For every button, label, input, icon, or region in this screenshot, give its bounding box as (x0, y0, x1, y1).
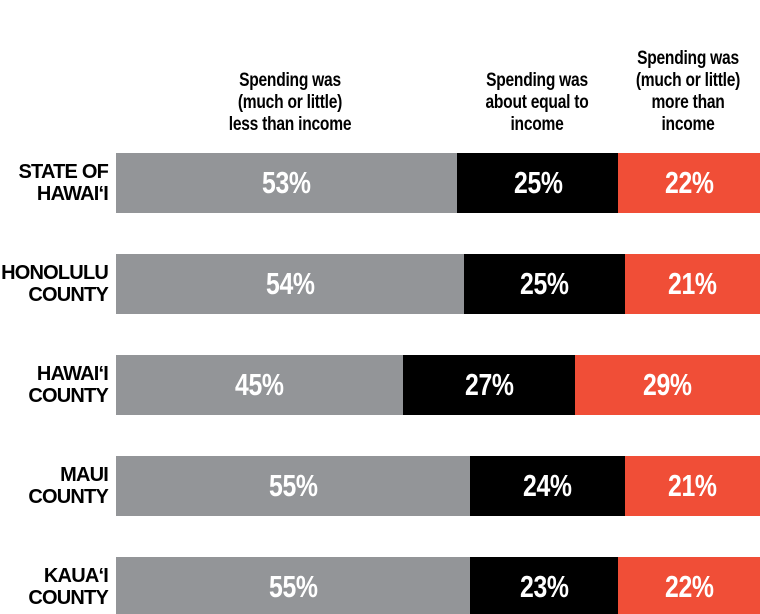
bar-row: 54% 25% 21% (116, 254, 760, 314)
value-label: 27% (464, 367, 514, 402)
category-label: STATE OF HAWAI‘I (18, 161, 108, 205)
value-label: 54% (265, 266, 315, 301)
value-label: 24% (523, 468, 572, 503)
bar-row: 55% 24% 21% (116, 456, 760, 516)
category-label: HONOLULU COUNTY (1, 262, 109, 306)
legend-entry: Spending was about equal to income (485, 70, 589, 135)
bar-row: 45% 27% 29% (116, 355, 760, 415)
value-label: 55% (268, 468, 318, 503)
bar-segment: 22% (618, 153, 760, 213)
bar-segment: 24% (470, 456, 625, 516)
value-label: 55% (268, 569, 318, 604)
bar-segment: 55% (116, 456, 471, 516)
bar-segment: 22% (618, 557, 760, 614)
category-label: MAUI COUNTY (28, 464, 108, 508)
bar-row: 55% 23% 22% (116, 557, 760, 614)
legend-entry: Spending was (much or little) more than … (635, 48, 741, 135)
category-label: HAWAI‘I COUNTY (28, 363, 108, 407)
bar-segment: 54% (116, 254, 464, 314)
bar-segment: 55% (116, 557, 471, 614)
value-label: 21% (668, 266, 717, 301)
bar-segment: 21% (624, 456, 760, 516)
value-label: 29% (643, 367, 692, 402)
value-label: 22% (664, 165, 714, 200)
bar-segment: 25% (457, 153, 619, 213)
bar-segment: 23% (470, 557, 619, 614)
bar-row: 53% 25% 22% (116, 153, 760, 213)
value-label: 25% (520, 266, 569, 301)
bar-segment: 27% (402, 355, 576, 415)
bar-segment: 29% (575, 355, 760, 415)
bar-segment: 21% (624, 254, 760, 314)
value-label: 53% (262, 165, 311, 200)
value-label: 25% (513, 165, 563, 200)
legend-entry: Spending was (much or little) less than … (228, 70, 352, 135)
bar-segment: 25% (463, 254, 625, 314)
bar-segment: 53% (116, 153, 458, 213)
value-label: 23% (520, 569, 569, 604)
value-label: 21% (668, 468, 717, 503)
value-label: 45% (235, 367, 284, 402)
value-label: 22% (664, 569, 714, 604)
bar-segment: 45% (116, 355, 403, 415)
category-label: KAUA‘I COUNTY (28, 565, 108, 609)
